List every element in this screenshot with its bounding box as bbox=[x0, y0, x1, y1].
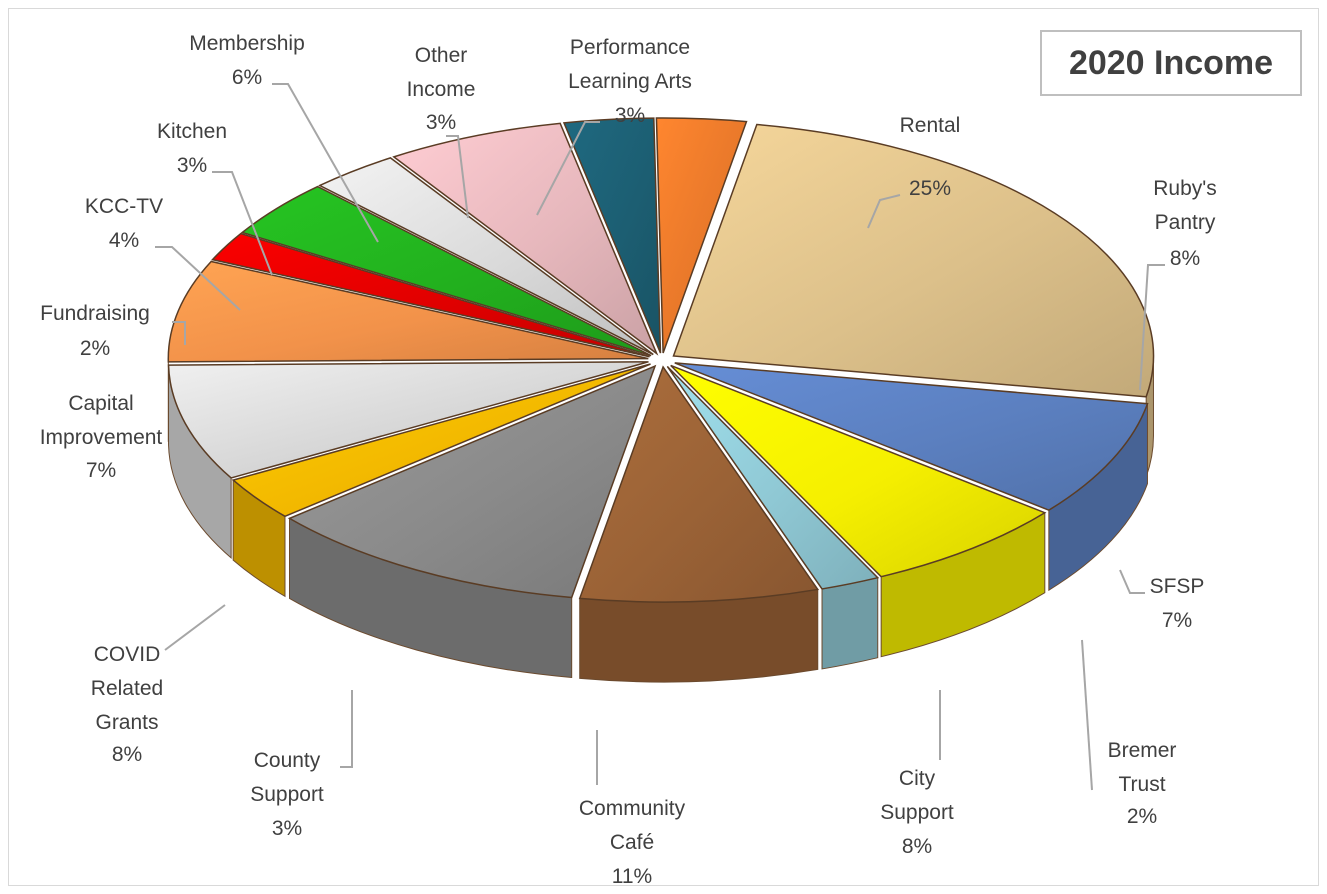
chart-title: 2020 Income bbox=[1068, 43, 1274, 82]
label-sfsp-line-1: SFSP bbox=[1150, 575, 1205, 598]
label-capital-improvement-line-1: Capital bbox=[68, 392, 133, 415]
label-covid-related-grants-line-2: Related bbox=[91, 677, 163, 700]
label-community-cafe-line-2: Café bbox=[610, 831, 654, 854]
slice-covid-related-grants bbox=[167, 361, 649, 479]
label-community-cafe-percent: 11% bbox=[612, 865, 652, 888]
slice-capital-improvement bbox=[167, 260, 649, 363]
slice-kcc-tv bbox=[240, 185, 652, 357]
leader-covid-related-grants bbox=[164, 604, 226, 651]
label-capital-improvement-line-2: Improvement bbox=[40, 426, 163, 449]
slice-side-bremer-trust bbox=[821, 577, 879, 670]
label-city-support-line-2: Support bbox=[880, 801, 954, 824]
label-other-income-line-1: Other bbox=[415, 44, 468, 67]
leader-performance-learning-arts bbox=[536, 121, 600, 216]
slice-labels: Rental 25% Ruby's Pantry 8% SFSP 7% Bremer Trust… bbox=[40, 32, 1217, 888]
label-other-income-line-2: Income bbox=[407, 78, 476, 101]
leader-bremer-trust bbox=[1081, 639, 1093, 791]
label-performance-learning-arts-percent: 3% bbox=[615, 104, 645, 127]
leader-kcc-tv bbox=[155, 246, 241, 311]
label-city-support-percent: 8% bbox=[902, 835, 932, 858]
label-covid-related-grants-line-3: Grants bbox=[95, 711, 158, 734]
label-kcc-tv-line-1: KCC-TV bbox=[85, 195, 163, 218]
slice-sfsp bbox=[670, 364, 1047, 578]
slice-city-support bbox=[578, 365, 820, 603]
leader-rubys-pantry bbox=[1139, 264, 1165, 391]
label-performance-learning-arts-line-2: Learning Arts bbox=[568, 70, 692, 93]
slice-fundraising bbox=[211, 232, 650, 358]
label-kcc-tv-percent: 4% bbox=[109, 229, 139, 252]
chart-title-box: 2020 Income bbox=[1040, 30, 1302, 96]
leader-lines bbox=[155, 83, 1165, 791]
label-membership-percent: 6% bbox=[232, 66, 262, 89]
leader-county-support bbox=[340, 690, 353, 768]
slice-kitchen bbox=[318, 157, 654, 356]
leader-kitchen bbox=[212, 171, 273, 276]
label-fundraising-line-1: Fundraising bbox=[40, 302, 150, 325]
label-county-support-line-1: County bbox=[254, 749, 321, 772]
label-membership-line-1: Membership bbox=[189, 32, 305, 55]
label-bremer-trust-line-2: Trust bbox=[1118, 773, 1165, 796]
label-performance-learning-arts-line-1: Performance bbox=[570, 36, 690, 59]
label-bremer-trust-line-1: Bremer bbox=[1108, 739, 1177, 762]
slice-community-cafe bbox=[287, 364, 657, 599]
slice-other-income bbox=[562, 117, 662, 354]
label-kitchen-percent: 3% bbox=[177, 154, 207, 177]
leader-membership bbox=[272, 83, 379, 243]
label-rubys-pantry-percent: 8% bbox=[1170, 247, 1200, 270]
label-bremer-trust-percent: 2% bbox=[1127, 805, 1157, 828]
label-community-cafe-line-1: Community bbox=[579, 797, 686, 820]
slice-county-support bbox=[231, 363, 651, 518]
slice-rubys-pantry bbox=[674, 362, 1149, 511]
chart-frame bbox=[8, 8, 1319, 886]
leader-sfsp bbox=[1119, 569, 1145, 594]
leader-fundraising bbox=[172, 321, 186, 345]
leader-other-income bbox=[446, 135, 469, 219]
label-capital-improvement-percent: 7% bbox=[86, 459, 116, 482]
slice-bremer-trust bbox=[666, 365, 880, 590]
label-rubys-pantry-line-2: Pantry bbox=[1155, 211, 1216, 234]
label-rubys-pantry-line-1: Ruby's bbox=[1153, 177, 1217, 200]
pie-tops bbox=[167, 117, 1155, 603]
pie-sides bbox=[167, 355, 1154, 683]
label-county-support-line-2: Support bbox=[250, 783, 324, 806]
slice-performance-learning-arts bbox=[655, 117, 748, 354]
label-kitchen-line-1: Kitchen bbox=[157, 120, 227, 143]
label-city-support-line-1: City bbox=[899, 767, 936, 790]
leader-rental bbox=[867, 194, 901, 229]
label-sfsp-percent: 7% bbox=[1162, 609, 1192, 632]
label-fundraising-percent: 2% bbox=[80, 337, 110, 360]
slice-side-city-support bbox=[579, 588, 819, 683]
label-covid-related-grants-line-1: COVID bbox=[94, 643, 161, 666]
label-other-income-percent: 3% bbox=[426, 111, 456, 134]
label-county-support-percent: 3% bbox=[272, 817, 302, 840]
label-rental-percent: 25% bbox=[909, 177, 951, 200]
label-covid-related-grants-percent: 8% bbox=[112, 743, 142, 766]
label-rental-line-1: Rental bbox=[900, 114, 961, 137]
slice-membership bbox=[392, 122, 659, 356]
slice-rental bbox=[672, 123, 1155, 398]
